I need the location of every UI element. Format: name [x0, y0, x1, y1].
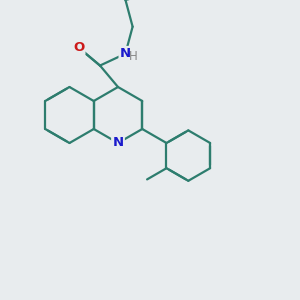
Text: O: O: [73, 41, 84, 54]
Text: N: N: [112, 136, 124, 149]
Text: H: H: [129, 50, 138, 63]
Text: N: N: [120, 47, 131, 60]
